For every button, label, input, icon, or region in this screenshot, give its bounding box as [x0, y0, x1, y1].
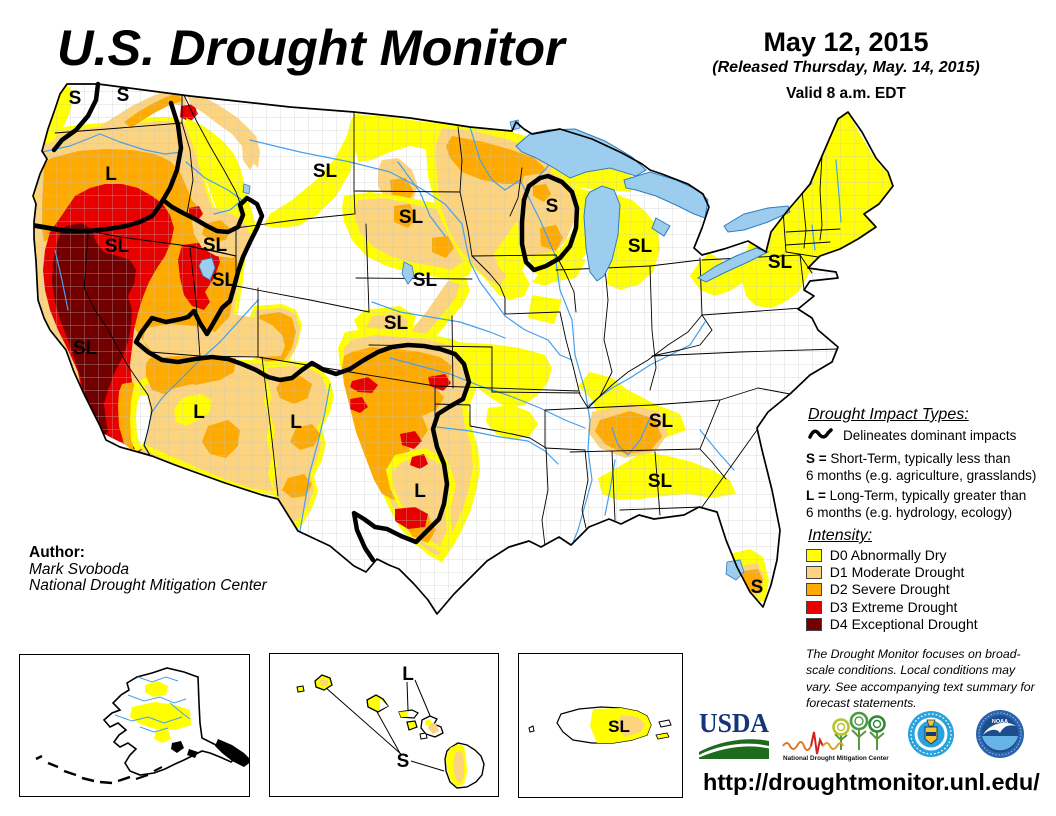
- svg-text:National Drought Mitigation Ce: National Drought Mitigation Center: [783, 755, 889, 762]
- svg-text:SL: SL: [608, 717, 630, 736]
- svg-text:L: L: [105, 164, 117, 185]
- svg-text:SL: SL: [648, 471, 673, 492]
- svg-text:SL: SL: [628, 236, 653, 257]
- svg-text:L: L: [414, 481, 426, 502]
- svg-text:L: L: [290, 412, 302, 433]
- svg-text:SL: SL: [768, 252, 793, 273]
- svg-text:SL: SL: [212, 270, 237, 291]
- svg-text:S: S: [397, 751, 410, 772]
- svg-text:S: S: [546, 196, 559, 217]
- svg-text:L: L: [402, 664, 414, 685]
- svg-text:S: S: [117, 85, 130, 106]
- svg-text:S: S: [69, 88, 82, 109]
- svg-text:S: S: [751, 577, 764, 598]
- svg-text:L: L: [193, 402, 205, 423]
- svg-text:SL: SL: [649, 411, 674, 432]
- svg-text:SL: SL: [399, 207, 424, 228]
- svg-text:SL: SL: [384, 313, 409, 334]
- svg-text:SL: SL: [105, 236, 130, 257]
- svg-text:SL: SL: [313, 161, 338, 182]
- svg-text:SL: SL: [203, 235, 228, 256]
- svg-text:USDA: USDA: [699, 710, 769, 738]
- svg-text:NOAA: NOAA: [992, 719, 1008, 725]
- svg-text:SL: SL: [413, 270, 438, 291]
- svg-text:SL: SL: [73, 338, 98, 359]
